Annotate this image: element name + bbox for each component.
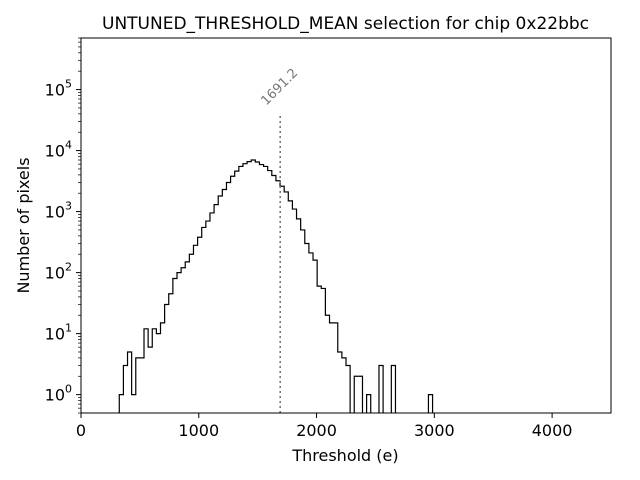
- y-tick-label: 101: [45, 322, 72, 344]
- y-tick-label: 105: [45, 78, 72, 100]
- x-tick-label: 0: [76, 421, 86, 440]
- x-tick-label: 1000: [178, 421, 219, 440]
- y-tick-label: 102: [45, 261, 72, 283]
- axes-frame: [80, 37, 612, 414]
- y-tick-label: 103: [45, 200, 72, 222]
- histogram-step-line: [118, 159, 434, 413]
- y-axis-ticks: 100 101 102 103 104 105: [45, 37, 81, 414]
- x-tick-label: 4000: [532, 421, 573, 440]
- x-tick-label: 2000: [296, 421, 337, 440]
- chart-title: UNTUNED_THRESHOLD_MEAN selection for chi…: [102, 14, 589, 34]
- x-axis-ticks: 0 1000 2000 3000 4000: [76, 413, 573, 440]
- y-tick-label: 100: [45, 383, 72, 405]
- y-axis-label: Number of pixels: [14, 157, 33, 293]
- x-tick-label: 3000: [414, 421, 455, 440]
- y-tick-label: 104: [45, 139, 72, 161]
- x-axis-label: Threshold (e): [291, 446, 398, 465]
